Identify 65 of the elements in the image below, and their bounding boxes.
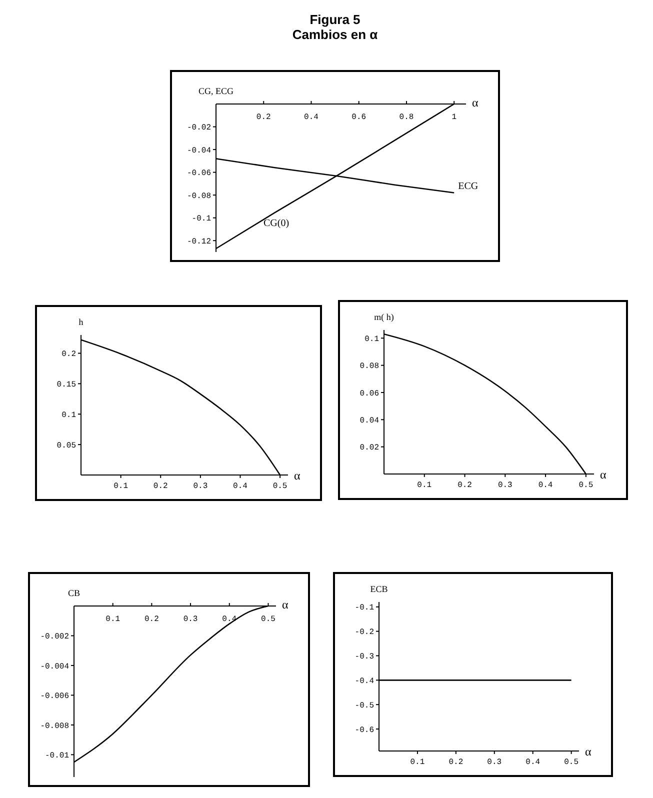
y-axis-title: ECB	[370, 584, 388, 594]
x-tick-label: 0.4	[526, 758, 540, 767]
x-tick-label: 0.5	[564, 758, 579, 767]
chart-title: Figura 5	[308, 12, 362, 27]
x-tick-label: 0.4	[222, 615, 237, 624]
y-tick-label: -0.004	[40, 662, 70, 672]
y-tick-label: -0.01	[44, 752, 70, 761]
x-tick-label: 0.4	[233, 482, 248, 491]
x-tick-label: 0.6	[352, 113, 366, 122]
y-tick-label: -0.6	[354, 726, 374, 735]
y-tick-label: -0.5	[354, 701, 374, 710]
x-tick-label: 0.2	[144, 615, 160, 624]
y-axis-title: h	[78, 317, 84, 327]
y-tick-label: -0.1	[192, 214, 212, 224]
y-tick-label: 0.02	[360, 444, 380, 453]
y-axis-title: CG, ECG	[198, 86, 234, 96]
y-tick-label: -0.1	[354, 604, 374, 613]
y-tick-label: -0.12	[186, 237, 212, 246]
x-tick-label: 0.1	[114, 482, 128, 491]
x-tick-label: 0.5	[578, 481, 594, 490]
x-tick-label: 0.3	[193, 482, 208, 491]
y-axis-title: m( h)	[374, 312, 394, 322]
y-tick-label: -0.008	[40, 722, 70, 731]
x-tick-label: 0.1	[106, 615, 120, 624]
x-axis-title: α	[282, 597, 289, 612]
x-tick-label: 1	[452, 113, 457, 122]
x-axis-title: α	[585, 744, 592, 758]
x-tick-label: 0.1	[410, 758, 425, 767]
x-axis-title: α	[294, 468, 301, 482]
x-tick-label: 0.8	[399, 113, 414, 122]
x-tick-label: 0.5	[261, 615, 276, 624]
y-tick-label: 0.1	[364, 334, 380, 344]
x-tick-label: 0.4	[538, 481, 553, 490]
y-axis-title: CB	[68, 588, 80, 598]
y-tick-label: -0.06	[186, 169, 212, 178]
y-tick-label: -0.4	[354, 677, 374, 686]
x-axis-title: α	[600, 467, 607, 482]
y-tick-label: -0.3	[354, 652, 374, 662]
y-tick-label: 0.04	[360, 416, 380, 426]
y-tick-label: -0.02	[186, 124, 212, 133]
y-tick-label: 0.1	[62, 410, 76, 420]
series-label: CG(0)	[264, 218, 290, 230]
y-tick-label: 0.08	[360, 362, 380, 372]
y-tick-label: -0.002	[40, 632, 70, 642]
x-tick-label: 0.1	[417, 481, 432, 490]
y-tick-label: 0.15	[56, 380, 76, 390]
y-tick-label: 0.06	[360, 389, 380, 398]
y-tick-label: 0.2	[62, 350, 76, 360]
x-tick-label: 0.2	[153, 482, 168, 491]
x-axis-title: α	[472, 95, 479, 110]
chart-subtitle: Cambios en α	[291, 27, 379, 42]
x-tick-label: 0.3	[498, 481, 513, 490]
y-tick-label: -0.006	[40, 692, 70, 702]
x-tick-label: 0.4	[304, 113, 319, 122]
y-tick-label: -0.08	[186, 192, 212, 201]
x-tick-label: 0.2	[458, 481, 472, 490]
x-tick-label: 0.2	[256, 113, 272, 122]
y-tick-label: -0.2	[354, 628, 374, 638]
series-label: ECG	[458, 180, 478, 192]
x-tick-label: 0.2	[448, 758, 464, 767]
y-tick-label: -0.04	[186, 146, 212, 156]
y-tick-label: 0.05	[56, 441, 76, 450]
x-tick-label: 0.3	[183, 615, 198, 624]
x-tick-label: 0.3	[487, 758, 502, 767]
x-tick-label: 0.5	[272, 482, 288, 491]
